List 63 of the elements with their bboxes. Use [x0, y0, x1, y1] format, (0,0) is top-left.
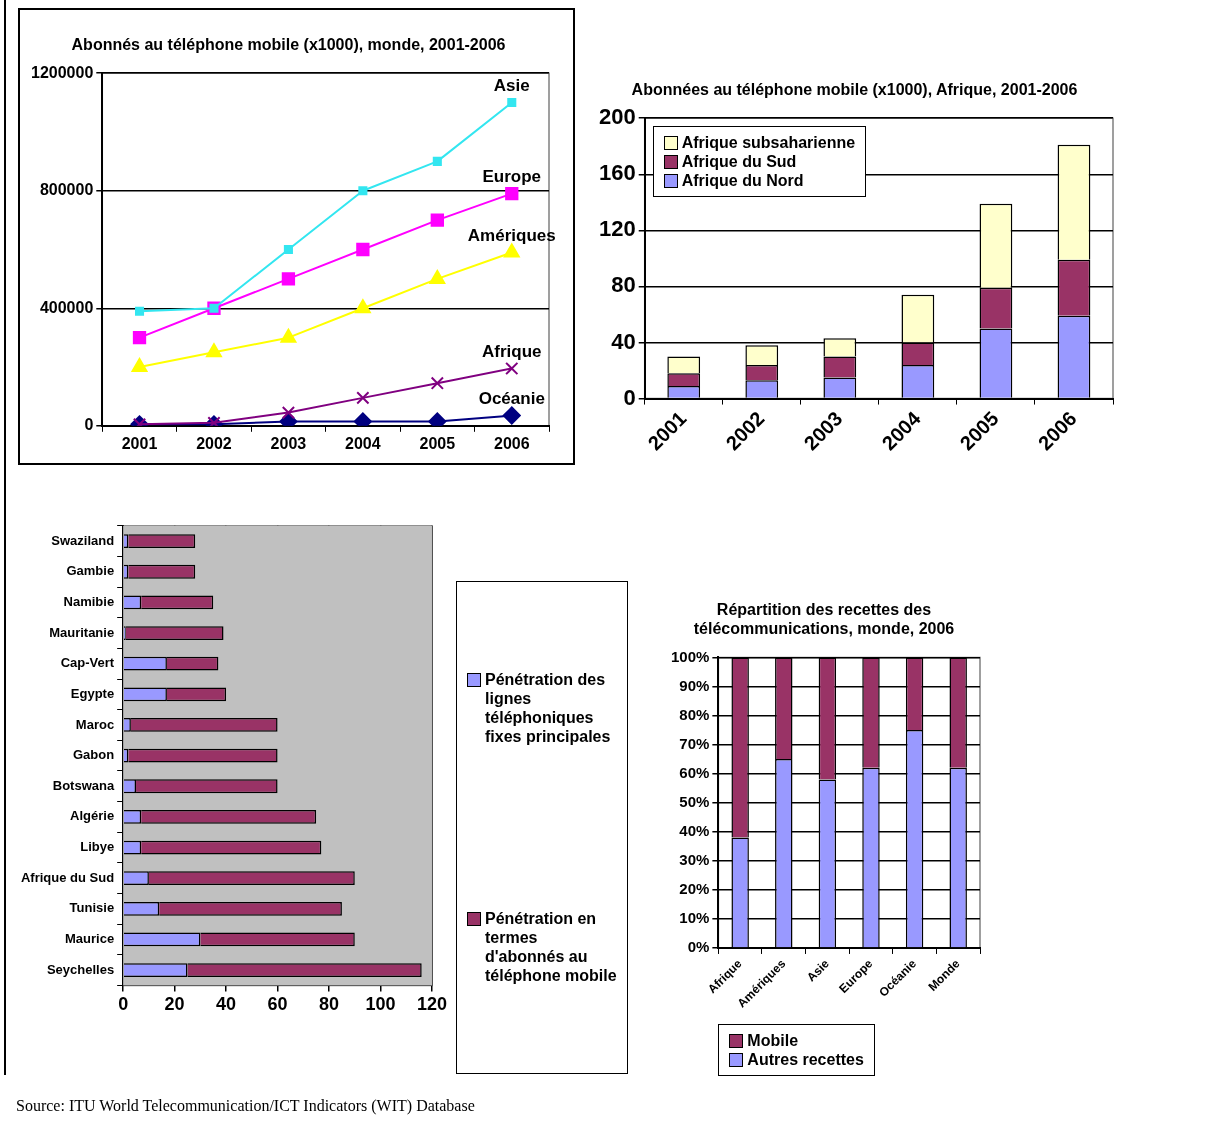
x-tick-label: 120 — [416, 994, 448, 1015]
x-tick-label: 100 — [365, 994, 396, 1015]
y-tick-label: 90% — [679, 676, 710, 694]
y-tick-label: 60% — [679, 763, 710, 781]
y-tick-label: Libye — [80, 839, 115, 855]
y-tick-label: 20% — [679, 879, 710, 897]
y-tick-label: 400000 — [39, 298, 94, 316]
y-tick-label: 800000 — [39, 181, 94, 199]
y-tick-label: 10% — [679, 909, 710, 927]
y-tick-label: Algérie — [70, 808, 115, 824]
y-tick-label: 40 — [611, 328, 636, 354]
y-tick-label: 50% — [679, 792, 710, 810]
y-tick-label: Maroc — [75, 716, 115, 732]
y-tick-label: Afrique du Sud — [20, 869, 115, 885]
series-label: Afrique — [482, 341, 542, 361]
y-tick-label: 1200000 — [30, 63, 94, 81]
y-tick-label: 160 — [598, 160, 636, 186]
y-tick-label: Namibie — [63, 593, 115, 609]
y-tick-label: Tunisie — [69, 900, 115, 916]
y-tick-label: Swaziland — [51, 532, 115, 548]
x-tick-label: 2004 — [345, 434, 381, 452]
x-tick-label: 20 — [164, 994, 185, 1015]
legend-label: Autres recettes — [747, 1050, 864, 1069]
y-tick-label: Gabon — [72, 747, 115, 763]
y-tick-label: 40% — [679, 821, 710, 839]
y-tick-label: Gambie — [66, 563, 115, 579]
source-note: Source: ITU World Telecommunication/ICT Indicators (WIT) Database — [16, 1097, 475, 1115]
legend-label: Afrique subsaharienne — [681, 133, 856, 153]
y-tick-label: 0 — [623, 384, 636, 410]
x-tick-label: 2003 — [270, 434, 307, 452]
x-tick-label: 2005 — [419, 434, 456, 452]
y-tick-label: 80% — [679, 705, 710, 723]
x-tick-label: 80 — [319, 994, 340, 1015]
x-tick-label: 40 — [216, 994, 237, 1015]
y-tick-label: 70% — [679, 734, 710, 752]
y-tick-label: 80 — [611, 272, 636, 298]
x-tick-label: 2001 — [121, 434, 158, 452]
y-tick-label: Mauritanie — [49, 624, 115, 640]
legend-label: Mobile — [747, 1031, 799, 1050]
y-tick-label: 0% — [687, 938, 710, 956]
series-label: Océanie — [478, 388, 545, 408]
chart-title: Répartition des recettes des télécommunications, monde, 2006 — [693, 601, 955, 638]
y-tick-label: 120 — [598, 216, 636, 242]
series-label: Europe — [482, 166, 542, 186]
y-tick-label: 30% — [679, 850, 710, 868]
y-tick-label: Cap-Vert — [60, 655, 115, 671]
x-tick-label: 2006 — [493, 434, 530, 452]
y-tick-label: Maurice — [65, 931, 115, 947]
legend-label: Pénétration des lignes téléphoniques fixes principales — [485, 669, 612, 746]
legend-label: Pénétration en termes d'abonnés au téléphone mobile — [485, 909, 617, 986]
y-tick-label: 200 — [598, 104, 636, 130]
x-tick-label: 2002 — [196, 434, 232, 452]
x-tick-label: 60 — [267, 994, 288, 1015]
y-tick-label: 100% — [670, 647, 710, 665]
x-tick-label: 0 — [118, 994, 129, 1015]
series-label: Asie — [493, 75, 530, 95]
legend-label: Afrique du Nord — [681, 171, 804, 191]
y-tick-label: Egypte — [70, 685, 115, 701]
y-tick-label: Botswana — [52, 777, 115, 793]
chart-title: Abonnés au téléphone mobile (x1000), monde, 2001-2006 — [71, 36, 506, 54]
series-label: Amériques — [467, 225, 556, 245]
y-tick-label: Seychelles — [46, 961, 115, 977]
chart-title: Abonnées au téléphone mobile (x1000), Afrique, 2001-2006 — [631, 81, 1078, 99]
